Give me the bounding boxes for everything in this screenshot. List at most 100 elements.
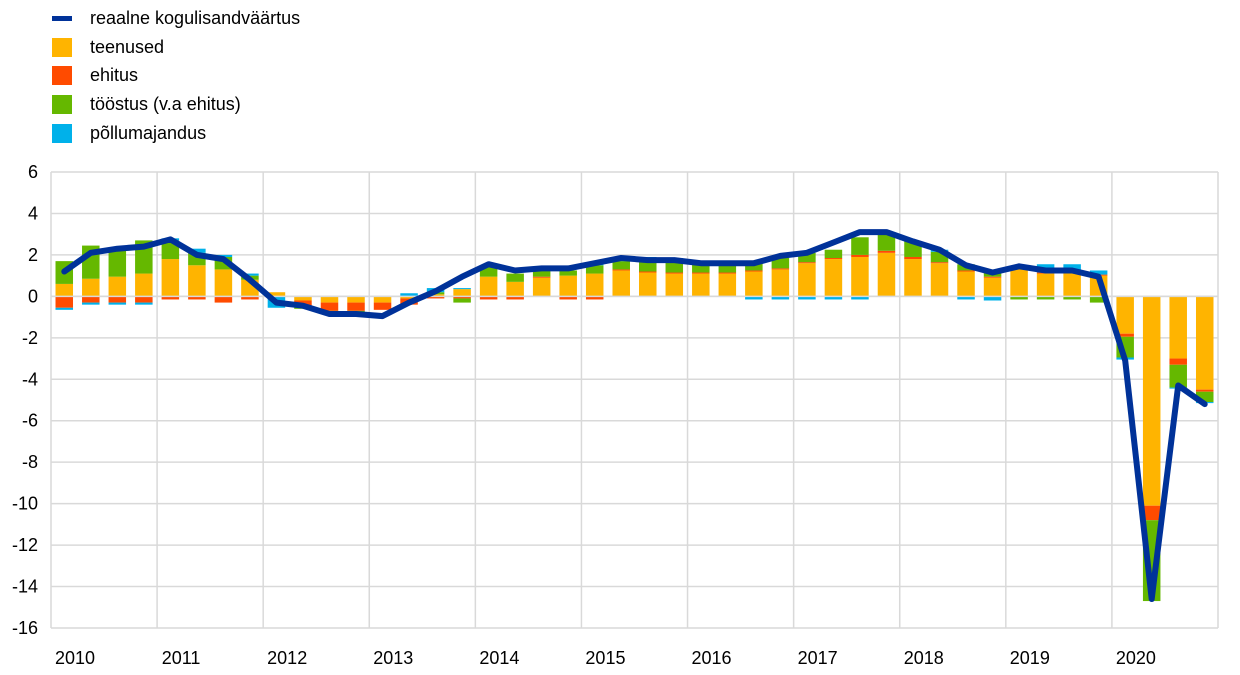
bar-segment <box>1116 333 1134 337</box>
bar-segment <box>1036 273 1055 297</box>
bar-segment <box>479 276 498 297</box>
y-tick-label: -16 <box>12 618 38 638</box>
bar-segment <box>453 288 471 290</box>
bar-segment <box>585 296 604 300</box>
bar-segment <box>983 276 1002 278</box>
bar-segment <box>957 270 975 272</box>
bar-segment <box>55 283 74 297</box>
bar-segment <box>267 292 286 297</box>
y-tick-label: -2 <box>22 328 38 348</box>
bar-segment <box>639 271 657 273</box>
bar-segment <box>135 296 153 303</box>
legend-swatch <box>52 15 72 21</box>
legend-swatch <box>52 94 72 114</box>
bar-segment <box>188 265 206 297</box>
bar-segment <box>161 296 180 300</box>
legend-label: ehitus <box>90 65 139 86</box>
bar-segment <box>161 259 180 297</box>
legend-item-toostus: tööstus (v.a ehitus) <box>52 90 300 119</box>
bar-segment <box>108 276 127 297</box>
legend-label: reaalne kogulisandväärtus <box>90 7 301 28</box>
legend-item-pollumajandus: põllumajandus <box>52 119 300 148</box>
bar-segment <box>347 302 365 311</box>
bar-segment <box>957 296 975 300</box>
bar-segment <box>930 263 949 297</box>
bar-segment <box>1010 269 1028 297</box>
bar-segment <box>453 296 471 299</box>
bar-segment <box>506 281 524 297</box>
y-tick-label: -12 <box>12 535 38 555</box>
bar-segment <box>506 273 524 282</box>
bar-segment <box>718 272 737 274</box>
bar-segment <box>639 261 657 272</box>
legend-item-line: reaalne kogulisandväärtus <box>52 4 300 33</box>
bar-segment <box>1195 391 1214 403</box>
y-tick-label: -6 <box>22 411 38 431</box>
y-tick-label: -10 <box>12 494 38 514</box>
bar-segment <box>692 272 710 274</box>
bar-segment <box>479 296 498 300</box>
bar-segment <box>108 296 127 303</box>
x-tick-label: 2013 <box>373 648 413 668</box>
bar-segment <box>771 296 790 300</box>
legend-item-ehitus: ehitus <box>52 61 300 90</box>
bar-segment <box>745 296 763 300</box>
bar-segment <box>559 296 577 300</box>
bar-segment <box>532 276 551 278</box>
bar-segment <box>426 294 445 297</box>
x-tick-label: 2018 <box>904 648 944 668</box>
bar-segment <box>1169 358 1187 365</box>
bar-segment <box>82 302 100 305</box>
bar-segment <box>108 248 127 277</box>
bar-segment <box>55 296 74 308</box>
bar-segment <box>798 263 816 297</box>
bar-segment <box>1010 296 1028 300</box>
bar-segment <box>108 302 127 305</box>
bar-segment <box>188 248 206 253</box>
bar-segment <box>400 296 418 299</box>
bar-segment <box>426 296 445 299</box>
bar-segment <box>851 237 869 255</box>
bar-segment <box>665 272 684 274</box>
bar-segment <box>1063 296 1081 300</box>
bar-segment <box>930 251 949 263</box>
x-tick-label: 2015 <box>585 648 625 668</box>
bar-segment <box>506 296 524 300</box>
bar-segment <box>612 269 630 271</box>
bar-segment <box>1142 505 1161 521</box>
bar-segment <box>373 302 392 310</box>
bar-segment <box>479 266 498 277</box>
x-tick-label: 2016 <box>692 648 732 668</box>
bar-segment <box>877 250 896 253</box>
y-tick-label: 6 <box>28 162 38 182</box>
bar-segment <box>851 256 869 297</box>
bar-segment <box>904 256 922 260</box>
bar-segment <box>214 254 233 257</box>
legend-label: põllumajandus <box>90 122 207 143</box>
bar-segment <box>612 270 630 297</box>
bar-segment <box>665 273 684 297</box>
bar-segment <box>1063 272 1081 297</box>
bar-segment <box>665 262 684 273</box>
bar-segment <box>851 296 869 300</box>
bar-segment <box>585 265 604 274</box>
bar-segment <box>294 296 312 301</box>
bar-segment <box>1142 296 1161 506</box>
bar-segment <box>135 302 153 305</box>
bar-segment <box>718 265 737 273</box>
bar-segment <box>1169 364 1187 388</box>
bar-segment <box>1036 296 1055 300</box>
bar-segment <box>877 233 896 251</box>
bar-segment <box>241 273 259 276</box>
legend-swatch <box>52 66 72 86</box>
x-tick-label: 2011 <box>162 648 201 668</box>
bar-segment <box>1116 296 1134 334</box>
x-tick-label: 2019 <box>1010 648 1050 668</box>
bar-segment <box>824 258 843 260</box>
legend-swatch <box>52 37 72 57</box>
bar-segment <box>692 273 710 297</box>
x-tick-label: 2014 <box>479 648 519 668</box>
y-tick-label: 0 <box>28 286 38 306</box>
bar-segment <box>214 296 233 303</box>
